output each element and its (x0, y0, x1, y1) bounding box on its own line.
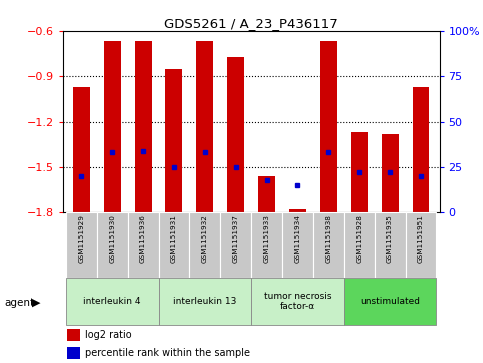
Text: ▶: ▶ (32, 298, 41, 308)
Text: GSM1151935: GSM1151935 (387, 214, 393, 263)
Text: tumor necrosis
factor-α: tumor necrosis factor-α (264, 291, 331, 311)
Bar (344, 212, 375, 278)
Text: unstimulated: unstimulated (360, 297, 420, 306)
Bar (258, 176, 275, 212)
Text: interleukin 13: interleukin 13 (173, 297, 237, 306)
Text: agent: agent (5, 298, 35, 308)
Bar (220, 212, 251, 278)
Bar (67, 347, 80, 359)
Bar (227, 57, 244, 212)
Bar (382, 134, 398, 212)
Bar (73, 87, 90, 212)
Text: GSM1151930: GSM1151930 (109, 214, 115, 263)
Bar (320, 41, 337, 212)
Bar (158, 212, 189, 278)
Text: GSM1151951: GSM1151951 (418, 214, 424, 263)
Bar (375, 212, 406, 278)
Bar (189, 212, 220, 278)
Text: GSM1151928: GSM1151928 (356, 214, 362, 263)
Title: GDS5261 / A_23_P436117: GDS5261 / A_23_P436117 (164, 17, 338, 30)
Text: interleukin 4: interleukin 4 (84, 297, 141, 306)
Bar (197, 41, 213, 212)
Text: GSM1151938: GSM1151938 (326, 214, 331, 263)
Bar (351, 132, 368, 212)
Bar (135, 41, 152, 212)
Bar (289, 209, 306, 212)
Bar (282, 212, 313, 278)
Bar (166, 69, 183, 212)
Bar (158, 278, 251, 325)
Bar (412, 87, 429, 212)
Bar (344, 278, 437, 325)
Bar (66, 278, 158, 325)
Text: GSM1151931: GSM1151931 (171, 214, 177, 263)
Bar (104, 41, 121, 212)
Bar (67, 329, 80, 341)
Bar (251, 212, 282, 278)
Bar (313, 212, 344, 278)
Text: GSM1151936: GSM1151936 (140, 214, 146, 263)
Text: GSM1151933: GSM1151933 (264, 214, 270, 263)
Bar (128, 212, 158, 278)
Bar (251, 278, 344, 325)
Text: GSM1151934: GSM1151934 (295, 214, 300, 263)
Text: GSM1151932: GSM1151932 (202, 214, 208, 263)
Text: GSM1151937: GSM1151937 (233, 214, 239, 263)
Text: log2 ratio: log2 ratio (85, 330, 132, 340)
Bar (66, 212, 97, 278)
Bar (97, 212, 128, 278)
Bar (406, 212, 437, 278)
Text: percentile rank within the sample: percentile rank within the sample (85, 348, 250, 358)
Text: GSM1151929: GSM1151929 (78, 214, 85, 263)
